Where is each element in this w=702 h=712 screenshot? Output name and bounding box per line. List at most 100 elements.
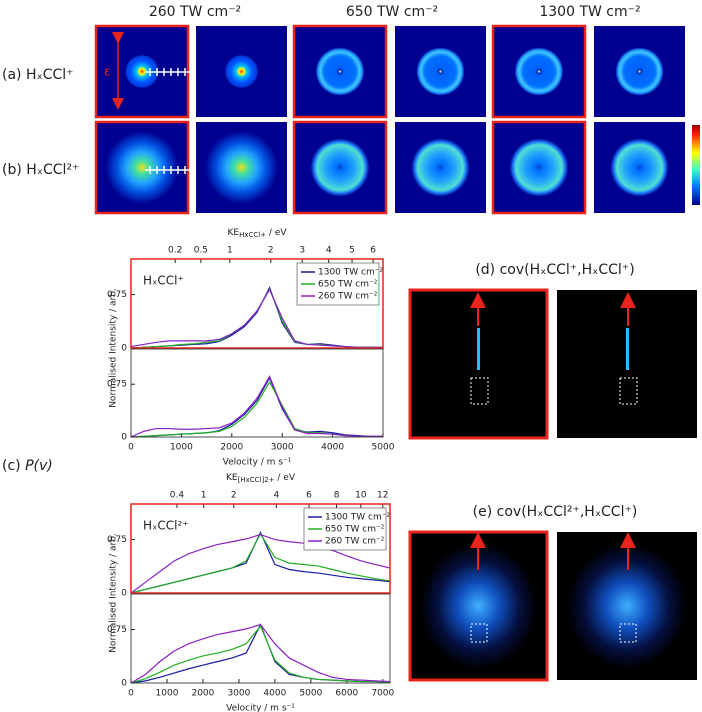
x2-label-unit: / eV <box>275 473 296 483</box>
plot-frame <box>130 258 384 349</box>
x-tick-label: 4000 <box>263 689 286 699</box>
y-tick-label: 0 <box>121 589 127 599</box>
line-chart: 0 0.75 0 1000 2000 3000 4000 5000 6000 7000 Veloci… <box>107 593 395 712</box>
panel-title: HₓCCl²⁺ <box>143 519 189 533</box>
row-label: (a) HₓCCl⁺ <box>2 67 74 83</box>
vmi-image <box>292 24 388 119</box>
legend-label: 650 TW cm⁻² <box>325 525 385 535</box>
row-label: (b) HₓCCl²⁺ <box>2 162 79 178</box>
panel-label: (c) P(v) <box>2 458 53 474</box>
line-chart: 0 0.75 0.2 0.5 1 2 3 4 5 6 KEHxCCl+ / eV Normalised… <box>107 228 384 408</box>
plot-frame <box>130 348 384 438</box>
x-tick-label: 4000 <box>321 443 344 453</box>
x2-tick-label: 10 <box>355 491 367 501</box>
x2-label-sub: HxCCl+ <box>239 231 266 239</box>
x-tick-label: 1000 <box>156 689 179 699</box>
x2-tick-label: 6 <box>370 246 376 256</box>
y-tick-label: 0.75 <box>107 625 127 635</box>
x2-tick-label: 3 <box>299 246 305 256</box>
dashed-box <box>619 623 637 643</box>
x2-tick-label: 1 <box>227 246 233 256</box>
legend-label: 260 TW cm⁻² <box>325 537 385 547</box>
x2-label-sub: [HxCCl]2+ <box>238 476 275 484</box>
dashed-box <box>470 377 489 405</box>
x-tick-label: 6000 <box>335 689 358 699</box>
x2-tick-label: 0.5 <box>194 246 208 256</box>
dashed-box <box>619 377 638 405</box>
x-tick-label: 1000 <box>170 443 193 453</box>
x2-axis-label: KE[HxCCl]2+ / eV <box>226 473 296 485</box>
panel-title: (d) cov(HₓCCl⁺,HₓCCl⁺) <box>475 262 634 278</box>
plot-area <box>131 594 390 683</box>
vmi-image <box>594 122 685 213</box>
scale-ruler <box>145 166 190 174</box>
y-tick-label: 0.75 <box>107 290 127 300</box>
x2-tick-label: 12 <box>377 491 388 501</box>
data-line <box>130 288 383 348</box>
x-tick-label: 2000 <box>220 443 243 453</box>
vmi-image <box>491 120 587 215</box>
plot-area <box>131 349 383 437</box>
panel-title: HₓCCl⁺ <box>143 274 184 288</box>
data-line <box>130 623 391 684</box>
legend-label: 1300 TW cm⁻² <box>318 268 383 278</box>
legend-label: 260 TW cm⁻² <box>318 292 378 302</box>
x2-tick-label: 6 <box>306 491 312 501</box>
vmi-image <box>491 24 587 119</box>
legend-label: 1300 TW cm⁻² <box>325 513 390 523</box>
data-line <box>130 375 383 438</box>
vmi-image <box>292 120 388 215</box>
cov-feature <box>626 328 629 370</box>
x-tick-label: 3000 <box>271 443 294 453</box>
data-line <box>130 533 391 594</box>
x2-tick-label: 0.4 <box>170 491 185 501</box>
x-tick-label: 3000 <box>227 689 250 699</box>
vmi-image <box>594 26 685 117</box>
epsilon-label: ε <box>104 65 111 79</box>
data-line <box>130 532 391 594</box>
y-axis-label: Normalised Intensity / arb. <box>109 533 119 653</box>
x2-tick-label: 8 <box>334 491 340 501</box>
legend-label: 650 TW cm⁻² <box>318 280 378 290</box>
vmi-image <box>196 26 287 117</box>
column-header: 1300 TW cm⁻² <box>539 4 640 20</box>
x2-tick-label: 2 <box>268 246 274 256</box>
x2-tick-label: 1 <box>201 491 207 501</box>
cov-image <box>408 530 549 682</box>
column-header: 650 TW cm⁻² <box>346 4 438 20</box>
dashed-box <box>470 623 488 643</box>
y-tick-label: 0 <box>121 679 127 689</box>
x2-tick-label: 4 <box>326 246 332 256</box>
cov-feature <box>477 328 480 370</box>
vmi-image <box>196 122 287 213</box>
x2-tick-label: 2 <box>231 491 237 501</box>
vmi-image <box>395 122 486 213</box>
y-tick-label: 0.75 <box>107 535 127 545</box>
x2-tick-label: 0.2 <box>168 246 182 256</box>
plot-frame <box>130 503 391 594</box>
y-axis-label: Normalised Intensity / arb. <box>109 288 119 408</box>
covariance-images-e <box>408 530 697 682</box>
x-axis-label: Velocity / m s⁻¹ <box>223 458 292 468</box>
panel-letter: (c) <box>2 458 21 474</box>
column-header: 260 TW cm⁻² <box>149 4 241 20</box>
x-tick-label: 2000 <box>191 689 214 699</box>
x2-tick-label: 4 <box>273 491 279 501</box>
x2-label-base: KE <box>226 473 238 483</box>
x-tick-label: 7000 <box>371 689 394 699</box>
x-tick-label: 5000 <box>372 443 395 453</box>
y-tick-label: 0 <box>121 344 127 354</box>
x2-axis-label: KEHxCCl+ / eV <box>227 228 287 240</box>
x2-label-unit: / eV <box>266 228 287 238</box>
x-tick-label: 5000 <box>299 689 322 699</box>
plot-frame <box>130 593 391 684</box>
colorbar <box>692 125 700 205</box>
x2-tick-label: 5 <box>349 246 355 256</box>
vmi-image <box>395 26 486 117</box>
panel-text: P(v) <box>25 458 53 474</box>
covariance-images-d <box>408 288 697 440</box>
x-tick-label: 0 <box>128 689 134 699</box>
line-chart: 0 0.75 0 1000 2000 3000 4000 5000 Velocity / m s… <box>107 348 395 468</box>
